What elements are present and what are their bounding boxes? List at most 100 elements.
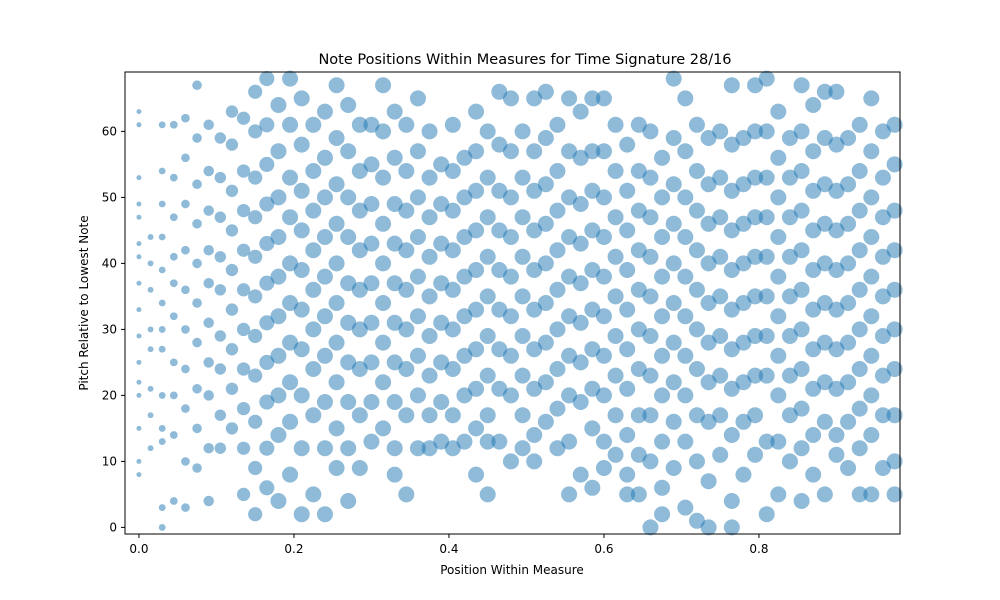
data-point	[851, 486, 868, 503]
data-point	[886, 281, 903, 298]
data-point	[526, 427, 543, 443]
data-point	[181, 404, 190, 413]
data-point	[793, 321, 810, 338]
data-point	[225, 422, 239, 435]
data-point	[514, 288, 531, 305]
data-point	[781, 288, 798, 305]
data-point	[537, 334, 554, 351]
data-point	[456, 149, 473, 166]
data-point	[375, 295, 392, 311]
data-point	[270, 387, 287, 404]
data-point	[433, 354, 450, 371]
data-point	[282, 70, 299, 87]
x-tick-label: 0.8	[749, 542, 768, 556]
data-point	[169, 312, 178, 321]
data-point	[712, 209, 729, 226]
data-point	[386, 354, 403, 371]
data-point	[758, 169, 775, 186]
data-point	[595, 387, 612, 404]
data-point	[723, 427, 740, 443]
data-point	[654, 229, 671, 245]
data-point	[561, 189, 578, 206]
data-point	[328, 255, 345, 272]
data-point	[192, 298, 202, 308]
data-point	[491, 182, 508, 199]
data-point	[248, 414, 263, 429]
data-point	[259, 236, 275, 252]
data-point	[351, 202, 368, 219]
data-point	[136, 392, 142, 398]
data-point	[863, 90, 880, 107]
data-point	[828, 136, 845, 153]
data-point	[421, 288, 438, 305]
data-point	[863, 387, 880, 404]
data-point	[723, 493, 740, 509]
data-point	[136, 472, 142, 478]
data-point	[514, 407, 531, 424]
data-point	[886, 321, 903, 338]
data-point	[203, 277, 214, 289]
data-point	[607, 328, 624, 344]
data-point	[537, 374, 554, 391]
data-point	[456, 347, 473, 364]
data-point	[537, 255, 554, 272]
data-point	[363, 196, 380, 212]
data-point	[409, 143, 426, 160]
data-point	[502, 308, 519, 325]
data-point	[665, 255, 682, 272]
data-point	[549, 202, 566, 219]
data-point	[328, 295, 345, 311]
data-point	[572, 275, 589, 292]
data-point	[351, 281, 368, 298]
data-point	[723, 77, 740, 94]
data-point	[561, 268, 578, 285]
data-point	[259, 71, 275, 87]
data-point	[305, 202, 322, 219]
data-point	[136, 379, 142, 385]
data-point	[712, 248, 729, 265]
data-point	[136, 122, 142, 128]
data-point	[293, 440, 310, 457]
data-point	[537, 176, 554, 193]
data-point	[293, 506, 310, 523]
data-point	[584, 222, 601, 239]
data-point	[433, 196, 450, 212]
data-point	[192, 80, 202, 90]
data-point	[305, 242, 322, 259]
data-point	[203, 317, 214, 329]
data-point	[491, 341, 508, 358]
data-point	[158, 121, 166, 129]
data-point	[584, 90, 601, 107]
data-point	[270, 97, 287, 113]
data-point	[712, 367, 729, 384]
data-point	[805, 466, 822, 483]
data-point	[886, 407, 903, 424]
data-point	[781, 453, 798, 470]
data-point	[758, 123, 775, 140]
data-point	[863, 229, 880, 245]
data-point	[169, 431, 178, 439]
data-point	[642, 519, 659, 536]
data-point	[607, 163, 624, 179]
data-point	[328, 77, 345, 94]
data-point	[863, 347, 880, 364]
data-point	[840, 374, 857, 391]
data-point	[259, 117, 275, 133]
data-point	[248, 368, 263, 383]
data-point	[433, 275, 450, 292]
data-point	[886, 486, 903, 503]
data-point	[758, 433, 775, 450]
data-point	[630, 116, 647, 133]
data-point	[169, 358, 178, 367]
data-point	[214, 284, 227, 296]
data-point	[192, 463, 202, 473]
data-point	[479, 123, 496, 140]
data-point	[735, 255, 752, 272]
data-point	[781, 130, 798, 146]
data-point	[781, 248, 798, 265]
data-point	[136, 201, 142, 207]
data-point	[181, 285, 190, 295]
data-point	[136, 109, 142, 115]
data-point	[816, 334, 833, 351]
